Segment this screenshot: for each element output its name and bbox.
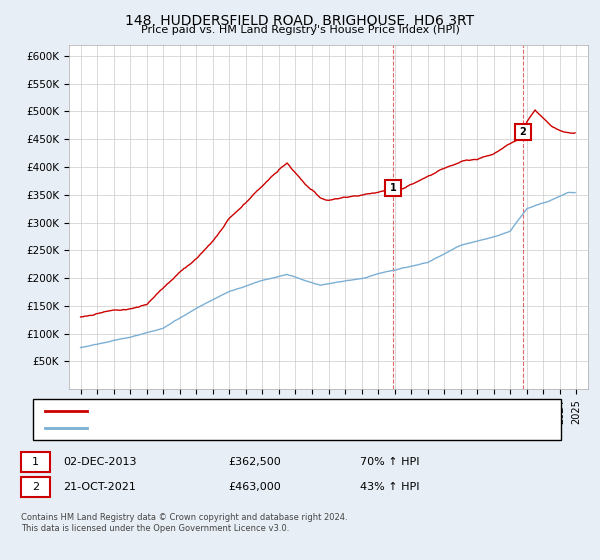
Text: 148, HUDDERSFIELD ROAD, BRIGHOUSE, HD6 3RT (detached house): 148, HUDDERSFIELD ROAD, BRIGHOUSE, HD6 3… [96,405,452,416]
Text: HPI: Average price, detached house, Calderdale: HPI: Average price, detached house, Cald… [96,423,345,433]
Text: 2: 2 [520,127,526,137]
Text: £463,000: £463,000 [228,482,281,492]
Text: Price paid vs. HM Land Registry's House Price Index (HPI): Price paid vs. HM Land Registry's House … [140,25,460,35]
Text: 1: 1 [390,183,397,193]
Text: 21-OCT-2021: 21-OCT-2021 [63,482,136,492]
Text: 148, HUDDERSFIELD ROAD, BRIGHOUSE, HD6 3RT: 148, HUDDERSFIELD ROAD, BRIGHOUSE, HD6 3… [125,14,475,28]
Text: 02-DEC-2013: 02-DEC-2013 [63,457,137,467]
Text: 2: 2 [32,482,39,492]
Text: 70% ↑ HPI: 70% ↑ HPI [360,457,419,467]
Text: 1: 1 [32,457,39,467]
Text: This data is licensed under the Open Government Licence v3.0.: This data is licensed under the Open Gov… [21,524,289,533]
Text: Contains HM Land Registry data © Crown copyright and database right 2024.: Contains HM Land Registry data © Crown c… [21,513,347,522]
Text: £362,500: £362,500 [228,457,281,467]
Text: 43% ↑ HPI: 43% ↑ HPI [360,482,419,492]
